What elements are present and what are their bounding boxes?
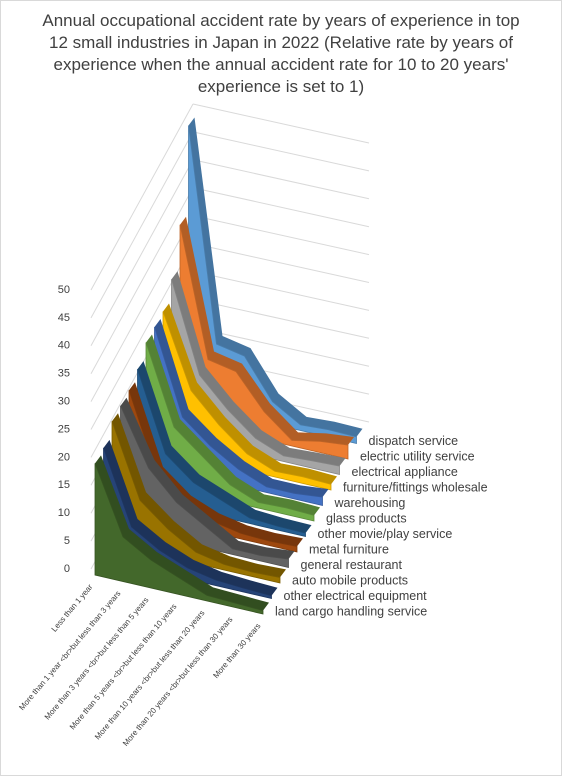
y-tick-label: 10 — [58, 507, 70, 519]
grid-line — [192, 187, 370, 228]
series-label: other movie/play service — [318, 527, 453, 541]
y-tick-label: 5 — [64, 535, 70, 547]
series-label: metal furniture — [309, 542, 389, 556]
area-top — [112, 413, 286, 578]
grid-line — [192, 298, 370, 339]
y-tick-label: 40 — [58, 340, 70, 352]
grid-line — [90, 187, 194, 374]
series-label: general restaurant — [301, 558, 403, 572]
area-top — [120, 397, 295, 560]
area-top — [171, 271, 346, 467]
series-label: dispatch service — [369, 434, 459, 448]
y-tick-label: 45 — [58, 312, 70, 324]
grid-line — [192, 215, 370, 256]
grid-line — [90, 103, 194, 291]
series-label: other electrical equipment — [284, 589, 428, 603]
y-tick-label: 0 — [64, 563, 70, 575]
y-tick-label: 25 — [58, 423, 70, 435]
grid-line — [90, 131, 194, 319]
area-top — [103, 439, 278, 596]
grid-line — [90, 159, 194, 347]
y-tick-label: 35 — [58, 368, 70, 380]
series-label: glass products — [326, 511, 407, 525]
grid-line — [192, 131, 370, 172]
series-label: furniture/fittings wholesale — [343, 480, 488, 494]
area-top — [180, 216, 354, 446]
grid-line — [90, 215, 194, 402]
grid-line — [192, 326, 370, 367]
series-label: auto mobile products — [292, 573, 408, 587]
area — [94, 463, 264, 615]
grid-line — [192, 270, 370, 311]
chart-title: Annual occupational accident rate by yea… — [42, 11, 520, 96]
series-label: land cargo handling service — [275, 604, 427, 618]
area-top — [129, 382, 303, 547]
area-top — [146, 334, 320, 516]
series-label: electrical appliance — [352, 465, 458, 479]
y-tick-label: 20 — [58, 451, 70, 463]
y-tick-label: 50 — [58, 284, 70, 296]
y-tick-label: 30 — [58, 396, 70, 408]
area-top — [163, 303, 337, 485]
grid-line — [192, 103, 370, 144]
grid-line — [192, 243, 370, 283]
y-tick-label: 15 — [58, 479, 70, 491]
series-label: warehousing — [334, 496, 406, 510]
area-top — [137, 361, 312, 534]
grid-line — [192, 159, 370, 200]
series-label: electric utility service — [360, 449, 475, 463]
area-top — [154, 319, 329, 498]
